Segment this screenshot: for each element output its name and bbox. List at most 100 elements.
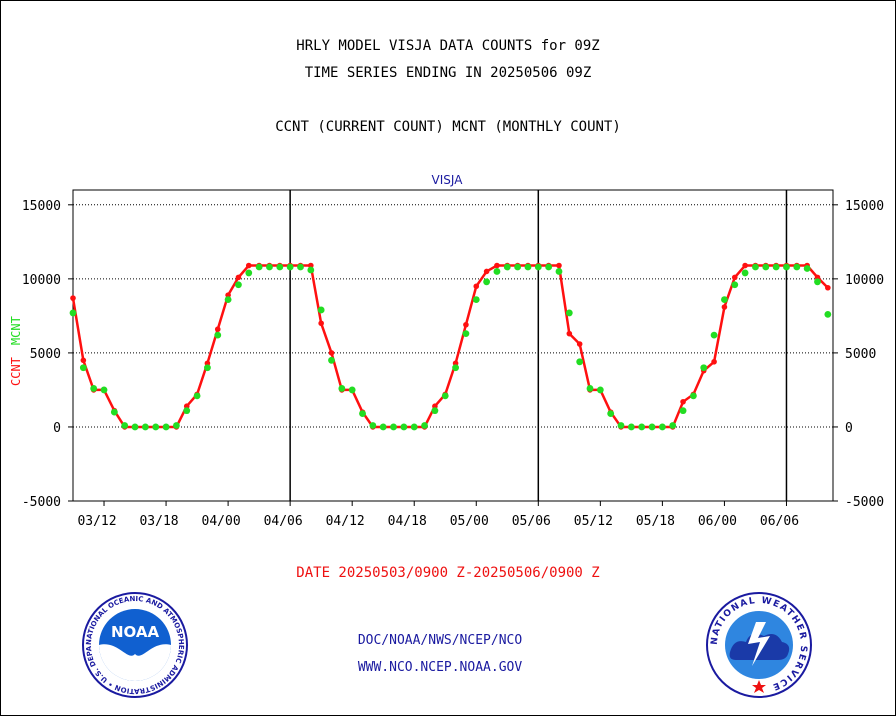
- y-tick-label-left: 10000: [22, 273, 61, 288]
- y-tick-label-right: -5000: [845, 495, 884, 510]
- x-tick-label: 05/18: [636, 514, 675, 529]
- y-axis-label-part: CCNT: [9, 357, 23, 386]
- x-tick-label: 04/00: [202, 514, 241, 529]
- data-point-mcnt: [534, 263, 542, 271]
- data-point-ccnt: [463, 321, 469, 328]
- data-point-mcnt: [690, 392, 697, 400]
- y-tick-label-left: -5000: [22, 495, 61, 510]
- data-point-mcnt: [503, 263, 511, 271]
- x-tick-label: 05/06: [512, 514, 551, 529]
- data-point-mcnt: [824, 311, 832, 318]
- data-point-mcnt: [700, 364, 708, 372]
- data-point-mcnt: [462, 330, 470, 338]
- data-point-mcnt: [483, 278, 491, 286]
- data-point-ccnt: [721, 304, 728, 310]
- data-point-mcnt: [679, 407, 687, 415]
- data-point-mcnt: [565, 309, 573, 317]
- y-tick-label-left: 5000: [30, 347, 61, 362]
- data-point-mcnt: [214, 331, 222, 339]
- data-point-mcnt: [617, 422, 625, 429]
- data-point-mcnt: [524, 263, 532, 271]
- data-point-ccnt: [483, 268, 490, 275]
- data-point-mcnt: [627, 423, 635, 431]
- data-point-mcnt: [803, 265, 811, 272]
- data-point-ccnt: [731, 274, 738, 281]
- data-point-mcnt: [431, 407, 439, 415]
- noaa-logo-text: NOAA: [111, 623, 160, 641]
- header-line-2: TIME SERIES ENDING IN 20250506 09Z: [304, 65, 592, 81]
- data-point-mcnt: [183, 407, 191, 415]
- data-point-mcnt: [193, 392, 201, 400]
- data-point-ccnt: [711, 358, 717, 365]
- data-point-mcnt: [421, 422, 428, 429]
- y-tick-label-right: 5000: [845, 347, 876, 362]
- series-line-ccnt: [71, 264, 829, 429]
- data-point-mcnt: [317, 306, 325, 314]
- data-point-mcnt: [721, 296, 728, 303]
- data-point-mcnt: [121, 422, 129, 429]
- y-axis-label-part: MCNT: [9, 316, 23, 345]
- data-point-mcnt: [752, 263, 759, 271]
- data-point-mcnt: [493, 268, 501, 275]
- x-tick-label: 04/06: [264, 514, 303, 529]
- data-point-mcnt: [772, 263, 780, 271]
- nws-logo: NATIONAL WEATHER SERVICE: [706, 592, 812, 698]
- x-tick-label: 05/00: [450, 514, 489, 529]
- data-point-mcnt: [658, 423, 666, 431]
- data-point-mcnt: [359, 410, 366, 418]
- data-point-mcnt: [235, 281, 242, 289]
- data-point-mcnt: [586, 385, 594, 392]
- y-axis-label: CCNT MCNT: [9, 316, 23, 386]
- data-point-mcnt: [266, 263, 273, 271]
- data-point-ccnt: [70, 295, 76, 301]
- chart-title: VISJA: [432, 173, 464, 187]
- data-point-mcnt: [731, 281, 739, 289]
- data-point-mcnt: [152, 423, 160, 431]
- data-point-mcnt: [204, 364, 211, 372]
- data-point-mcnt: [131, 423, 139, 431]
- data-point-mcnt: [783, 263, 790, 271]
- data-point-mcnt: [369, 422, 377, 429]
- data-point-mcnt: [441, 392, 449, 400]
- data-point-ccnt: [80, 357, 87, 364]
- data-point-mcnt: [307, 266, 315, 274]
- website-url: WWW.NCO.NCEP.NOAA.GOV: [357, 660, 523, 675]
- data-point-ccnt: [214, 326, 221, 333]
- date-range: DATE 20250503/0900 Z-20250506/0900 Z: [296, 565, 600, 581]
- y-tick-label-left: 15000: [22, 199, 61, 214]
- data-point-mcnt: [648, 423, 656, 431]
- data-point-mcnt: [110, 408, 118, 416]
- data-point-mcnt: [452, 364, 459, 372]
- header-line-3: CCNT (CURRENT COUNT) MCNT (MONTHLY COUNT…: [275, 119, 621, 135]
- x-tick-label: 03/18: [139, 514, 178, 529]
- data-point-ccnt: [328, 350, 335, 356]
- data-point-mcnt: [638, 423, 646, 431]
- data-point-mcnt: [245, 269, 253, 277]
- data-point-mcnt: [710, 331, 718, 339]
- data-point-ccnt: [318, 320, 324, 327]
- data-point-ccnt: [473, 283, 480, 290]
- data-point-ccnt: [566, 330, 573, 337]
- data-point-ccnt: [742, 262, 748, 269]
- data-point-ccnt: [235, 274, 242, 281]
- data-point-mcnt: [669, 422, 677, 429]
- data-point-mcnt: [348, 386, 356, 394]
- data-point-mcnt: [596, 386, 604, 394]
- data-point-mcnt: [576, 358, 584, 366]
- x-tick-label: 06/06: [760, 514, 799, 529]
- x-tick-label: 04/18: [388, 514, 427, 529]
- data-point-mcnt: [400, 423, 408, 431]
- x-tick-label: 05/12: [574, 514, 613, 529]
- data-point-mcnt: [224, 296, 232, 303]
- noaa-logo: NATIONAL OCEANIC AND ATMOSPHERIC ADMINIS…: [82, 592, 188, 698]
- data-point-mcnt: [173, 422, 180, 429]
- data-point-mcnt: [69, 309, 77, 317]
- data-point-mcnt: [514, 263, 522, 271]
- data-point-mcnt: [555, 268, 563, 275]
- data-point-mcnt: [255, 263, 263, 271]
- y-tick-label-left: 0: [53, 421, 61, 436]
- data-point-mcnt: [162, 423, 170, 431]
- data-point-mcnt: [297, 263, 304, 271]
- series-mcnt: [69, 263, 832, 431]
- x-tick-label: 03/12: [77, 514, 116, 529]
